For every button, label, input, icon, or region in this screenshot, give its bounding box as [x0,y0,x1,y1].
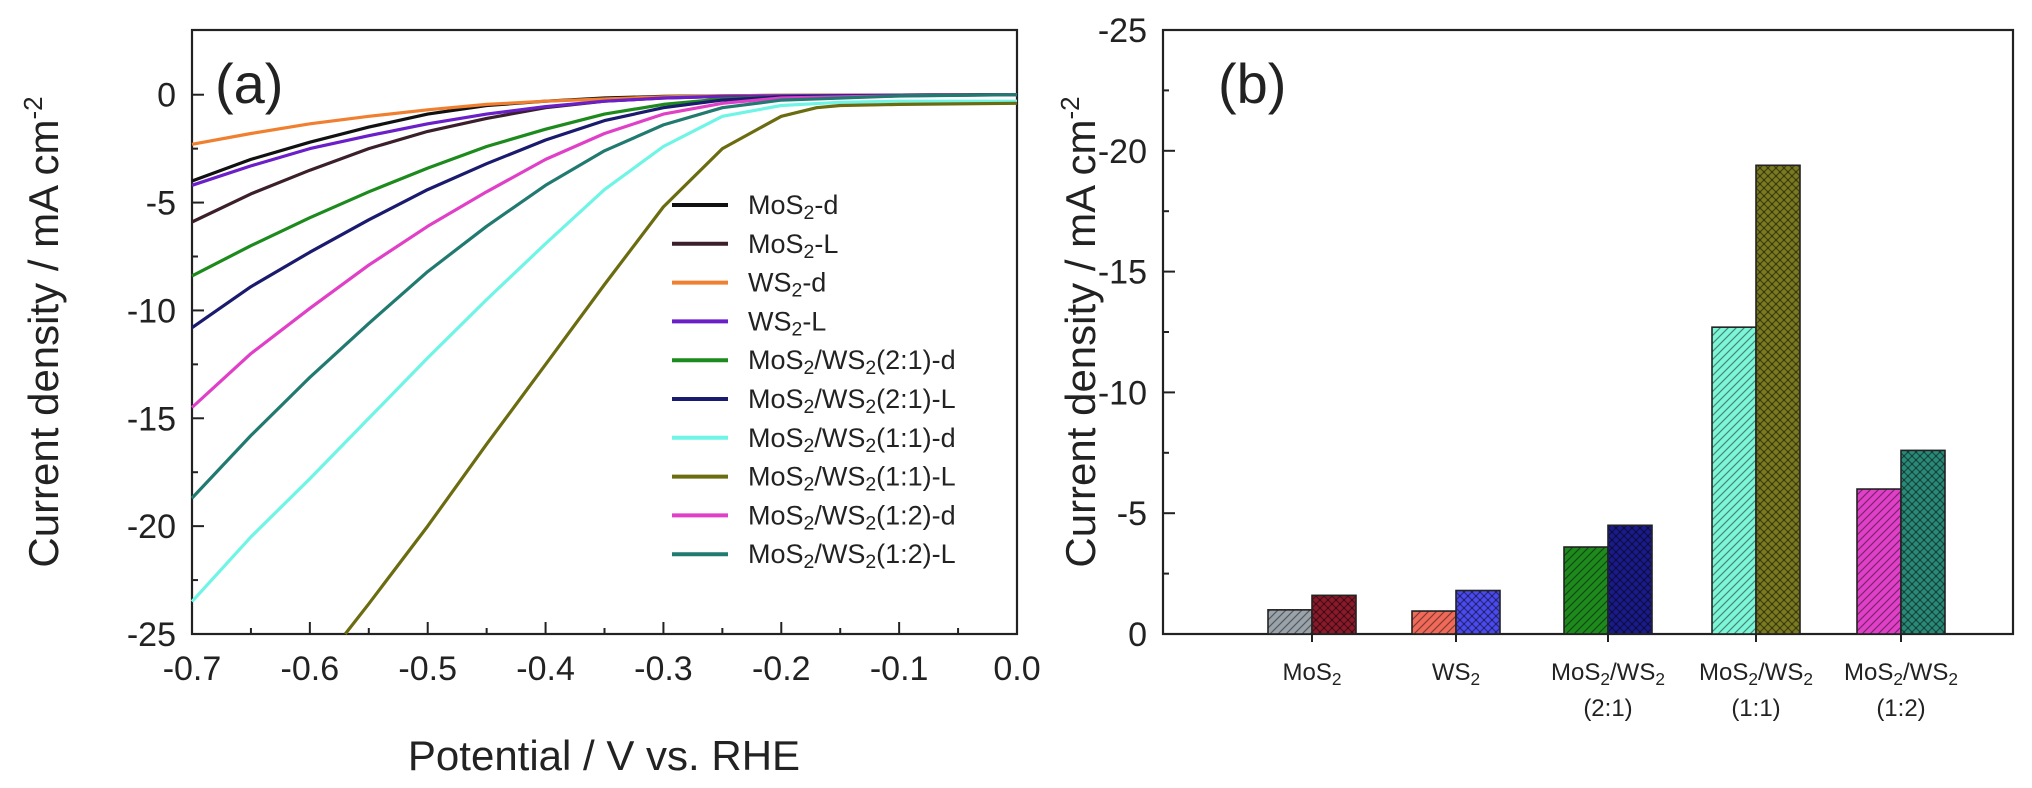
panel-a-x-tick-label: -0.5 [398,650,457,688]
panel-a-y-axis-title: Current density / mA cm-2 [18,96,67,567]
panel-a-legend-label: WS2​-d [748,268,826,302]
panel-a-linechart: -0.7 -0.6 -0.5 -0.4 -0.3 -0.2 -0.1 0.0 0 -5 -10 -1… [18,28,1041,779]
panel-a-legend-label: MoS2​-L [748,229,838,263]
panel-a-series-line-6 [190,99,1017,603]
panel-a-series-line-5 [191,93,1018,330]
panel-a-x-ticks: -0.7 -0.6 -0.5 -0.4 -0.3 -0.2 -0.1 0.0 [163,622,1041,688]
panel-a-y-tick-label: -25 [127,616,176,654]
panel-a-x-tick-label: -0.4 [516,650,575,688]
panel-a-legend: MoS2​-d MoS2​-L WS2​-d WS2​-L MoS2​/WS2​(2:1… [672,190,956,573]
panel-a-legend-label: MoS2​/WS2​(2:1)-d [748,345,956,379]
panel-a-x-tick-label: -0.7 [163,650,222,688]
panel-a-legend-label: MoS2​/WS2​(2:1)-L [748,384,956,418]
panel-b-category-label-line1: MoS2​/WS2​ [1551,659,1665,689]
panel-a-y-axis-title-main: Current density / mA cm [20,119,67,567]
panel-b-category-label-line1: WS2​ [1432,659,1480,689]
panel-b-y-tick-label: -10 [1098,374,1147,412]
panel-a-x-tick-label: -0.3 [634,650,693,688]
panel-a-legend-label: MoS2​/WS2​(1:1)-d [748,423,956,457]
panel-b-bar-L-4 [1900,449,1946,635]
panel-b-y-tick-label: 0 [1128,616,1147,654]
panel-b-bars [1267,164,1946,635]
panel-b-category-labels: MoS2​ WS2​ MoS2​/WS2​ (2:1) MoS2​/WS2​ (1:1) M… [1283,634,1958,722]
panel-b-y-ticks: 0 -5 -10 -15 -20 -25 [1098,12,1175,654]
panel-a-y-axis-title-sup: -2 [18,96,48,119]
panel-b-bar-L-1 [1455,589,1501,635]
panel-b-category-label-line1: MoS2​/WS2​ [1699,659,1813,689]
panel-b-y-tick-label: -25 [1098,12,1147,50]
panel-b-bar-d-2 [1563,546,1609,635]
panel-b-barchart: 0 -5 -10 -15 -20 -25 MoS2​ WS2​ MoS2​/WS2​ (2:1)… [1055,12,2015,722]
panel-b-bar-L-0 [1311,594,1357,635]
panel-a-y-tick-label: -10 [127,292,176,330]
panel-a-series-line-9 [190,93,1018,500]
panel-a-x-tick-label: -0.6 [281,650,340,688]
panel-b-category-label-line1: MoS2​/WS2​ [1844,659,1958,689]
panel-a-x-tick-label: 0.0 [993,650,1040,688]
panel-b-y-axis-title-sup: -2 [1055,96,1085,119]
panel-b-y-tick-label: -15 [1098,254,1147,292]
panel-b-bar-d-1 [1411,610,1457,635]
panel-b-bar-d-3 [1711,326,1757,635]
panel-a-x-axis-title: Potential / V vs. RHE [408,732,800,779]
panel-a-legend-label: MoS2​/WS2​(1:2)-L [748,539,956,573]
panel-b-y-tick-label: -20 [1098,133,1147,171]
panel-a-label: (a) [215,52,283,115]
panel-a-y-tick-label: 0 [157,77,176,115]
panel-b-y-tick-label: -5 [1117,495,1147,533]
panel-b-y-axis-title-main: Current density / mA cm [1057,119,1104,567]
panel-a-y-tick-label: -5 [146,185,176,223]
panel-b-category-label-line2: (2:1) [1583,695,1632,722]
panel-a-series-line-7 [343,101,1018,635]
panel-a-legend-label: MoS2​-d [748,190,838,224]
panel-b-bar-d-0 [1267,609,1313,635]
panel-b-category-label-line1: MoS2​ [1283,659,1342,689]
panel-b-category-label-line2: (1:2) [1876,695,1925,722]
panel-b-y-axis-title: Current density / mA cm-2 [1055,96,1104,567]
panel-a-legend-label: MoS2​/WS2​(1:1)-L [748,462,956,496]
panel-b-bar-L-2 [1607,524,1653,635]
panel-a-curves [190,93,1018,635]
panel-b-label: (b) [1218,52,1286,115]
panel-b-category-label-line2: (1:1) [1731,695,1780,722]
panel-b-bar-L-3 [1755,164,1801,635]
panel-a-y-ticks: 0 -5 -10 -15 -20 -25 [127,77,204,654]
panel-a-legend-label: MoS2​/WS2​(1:2)-d [748,500,956,534]
panel-a-legend-label: WS2​-L [748,306,826,340]
panel-a-x-tick-label: -0.2 [752,650,811,688]
panel-a-series-line-8 [190,93,1018,409]
panel-b-bar-d-4 [1856,488,1902,635]
panel-a-x-tick-label: -0.1 [870,650,929,688]
panel-a-y-tick-label: -15 [127,400,176,438]
panel-a-y-tick-label: -20 [127,508,176,546]
